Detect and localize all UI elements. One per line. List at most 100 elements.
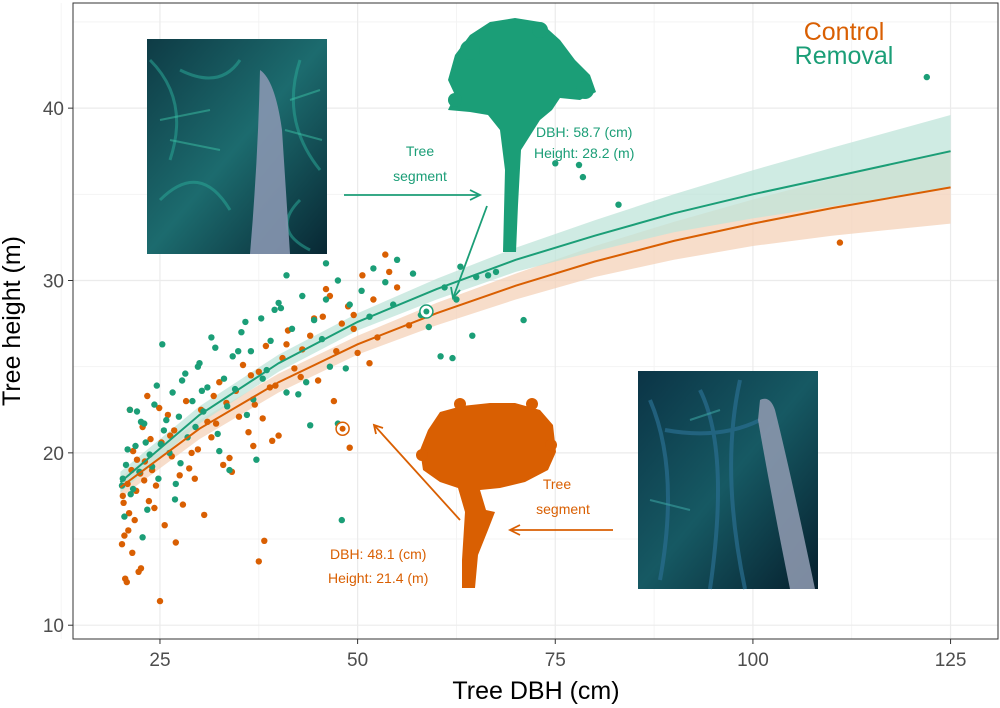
control-point bbox=[121, 532, 128, 539]
removal-point bbox=[283, 389, 290, 396]
control-point bbox=[251, 401, 258, 408]
y-tick-label: 10 bbox=[43, 616, 64, 637]
removal-highlight-point bbox=[423, 308, 430, 315]
removal-point bbox=[283, 272, 290, 279]
control-point bbox=[245, 429, 252, 436]
control-point bbox=[307, 332, 314, 339]
removal-point bbox=[277, 304, 285, 312]
removal-point bbox=[144, 506, 151, 513]
control-highlight-arrow bbox=[373, 424, 461, 521]
y-tick-label: 20 bbox=[43, 444, 64, 465]
y-tick-label: 30 bbox=[43, 271, 64, 292]
removal-ci-band bbox=[120, 115, 951, 493]
removal-point bbox=[271, 306, 278, 313]
control-point bbox=[194, 446, 202, 453]
removal-point bbox=[346, 301, 353, 308]
removal-point bbox=[267, 337, 274, 344]
removal-plot-photo bbox=[147, 39, 327, 254]
removal-point bbox=[142, 439, 149, 446]
removal-segment-label-1: Tree bbox=[406, 143, 434, 159]
control-point bbox=[131, 516, 138, 524]
control-point bbox=[145, 497, 153, 505]
legend-control: Control bbox=[804, 18, 885, 46]
removal-point bbox=[192, 423, 199, 431]
control-point bbox=[141, 477, 148, 484]
control-point bbox=[161, 522, 168, 529]
control-highlight-point bbox=[339, 425, 346, 432]
control-point bbox=[262, 342, 270, 350]
removal-point bbox=[133, 408, 141, 415]
control-point bbox=[144, 392, 151, 400]
control-point bbox=[151, 504, 158, 512]
removal-point bbox=[310, 316, 318, 324]
removal-point bbox=[393, 256, 401, 263]
control-point bbox=[152, 482, 160, 489]
removal-point bbox=[216, 447, 223, 455]
control-point bbox=[220, 461, 227, 469]
removal-point bbox=[155, 475, 162, 482]
control-point bbox=[216, 379, 223, 386]
removal-point bbox=[243, 411, 251, 419]
removal-point bbox=[382, 279, 389, 286]
removal-point bbox=[334, 277, 342, 284]
removal-highlight-arrow bbox=[452, 205, 488, 299]
removal-point bbox=[169, 389, 176, 396]
control-point bbox=[370, 296, 377, 303]
removal-point bbox=[177, 460, 184, 467]
control-point bbox=[201, 511, 208, 519]
control-point bbox=[176, 472, 183, 479]
control-point bbox=[226, 454, 233, 462]
x-tick-label: 100 bbox=[737, 650, 769, 671]
control-point bbox=[836, 239, 844, 246]
removal-point bbox=[303, 379, 310, 386]
control-segment-label-1: Tree bbox=[543, 476, 571, 492]
removal-point bbox=[171, 496, 179, 503]
control-point bbox=[359, 272, 366, 279]
control-point bbox=[250, 442, 257, 450]
control-point bbox=[212, 420, 220, 427]
y-axis-title: Tree height (m) bbox=[0, 236, 26, 406]
control-point bbox=[346, 444, 353, 451]
removal-point bbox=[208, 334, 215, 341]
removal-point bbox=[126, 406, 134, 413]
removal-point bbox=[163, 416, 170, 424]
removal-dbh-label: DBH: 58.7 (cm) bbox=[536, 124, 632, 140]
removal-point bbox=[212, 344, 219, 351]
removal-tree-silhouette bbox=[448, 18, 596, 252]
removal-point bbox=[189, 397, 196, 405]
removal-point bbox=[508, 220, 515, 227]
control-point bbox=[122, 575, 129, 582]
removal-point bbox=[615, 201, 622, 208]
removal-point bbox=[214, 430, 221, 438]
control-point bbox=[156, 404, 163, 412]
control-point bbox=[239, 361, 247, 369]
removal-point bbox=[182, 370, 189, 377]
control-point bbox=[171, 427, 178, 434]
removal-point bbox=[449, 354, 456, 362]
control-point bbox=[164, 411, 172, 419]
removal-point bbox=[338, 516, 345, 524]
control-point bbox=[129, 447, 137, 455]
removal-point bbox=[121, 513, 128, 520]
removal-point bbox=[322, 296, 330, 303]
removal-point bbox=[220, 375, 228, 382]
removal-point bbox=[575, 161, 583, 169]
x-tick-label: 25 bbox=[149, 650, 170, 671]
control-point bbox=[350, 325, 357, 332]
removal-point bbox=[275, 299, 282, 307]
plot-border bbox=[72, 2, 999, 640]
removal-point bbox=[198, 387, 206, 394]
control-point bbox=[291, 365, 298, 372]
removal-point bbox=[204, 384, 211, 391]
control-segment-label-2: segment bbox=[536, 501, 590, 517]
removal-point bbox=[224, 403, 231, 410]
removal-point bbox=[127, 491, 134, 498]
removal-point bbox=[242, 318, 249, 326]
control-point bbox=[393, 284, 401, 291]
removal-point bbox=[409, 270, 417, 277]
control-point bbox=[314, 377, 322, 384]
removal-point bbox=[229, 353, 236, 360]
removal-point bbox=[129, 485, 137, 493]
control-point bbox=[366, 360, 373, 367]
removal-point bbox=[437, 353, 444, 360]
